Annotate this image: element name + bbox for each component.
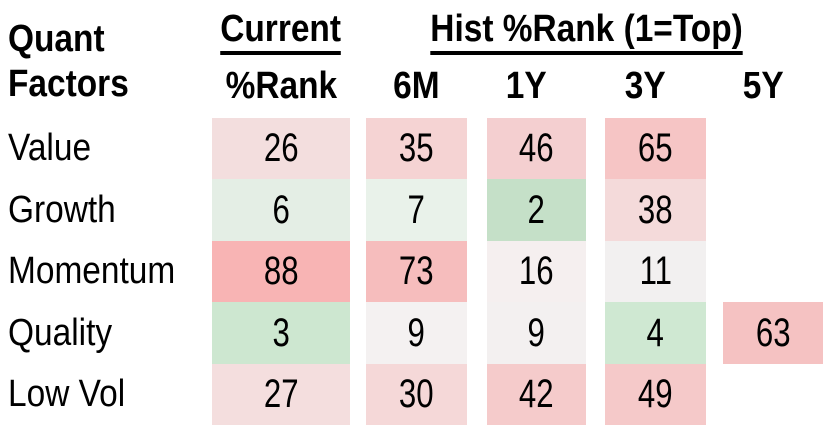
heatmap-cell: 3 [212,302,350,364]
cell-value-text: 38 [638,187,673,232]
heatmap-cell: 38 [605,179,706,241]
heatmap-cell: 7 [366,179,467,241]
col-header-percent-rank-text: %Rank [225,65,337,107]
row-label-value: Value [8,118,102,179]
col-header-5y: 5Y [713,65,813,108]
heatmap-cell: 46 [487,118,586,179]
heatmap-cell: 63 [723,302,823,364]
heatmap-cell: 42 [487,364,586,425]
cell-value-text: 7 [407,187,426,232]
cell-value-text: 3 [272,310,290,355]
row-label-value-text: Value [8,127,92,169]
cell-value-text: 6 [272,187,290,232]
cell-value-text: 16 [519,249,554,293]
cell-value-text: 65 [638,126,673,170]
heatmap-cell: 49 [605,364,706,425]
col-header-6m: 6M [366,65,467,108]
col-header-3y-text: 3Y [625,65,666,107]
cell-value-text: 9 [407,310,426,355]
row-label-quality-text: Quality [8,311,113,354]
heatmap-cell: 30 [366,364,467,425]
heatmap-cell: 73 [366,241,467,302]
row-label-growth: Growth [8,179,130,241]
heatmap-cell: 2 [487,179,586,241]
heatmap-cell: 88 [212,241,350,302]
heatmap-cell: 65 [605,118,706,179]
cell-value-text: 63 [755,310,791,355]
heatmap-cell: 6 [212,179,350,241]
col-header-percent-rank: %Rank [212,65,350,108]
table-title-text-2: Factors [8,63,129,105]
heatmap-cell: 4 [605,302,706,364]
cell-value-text: 27 [263,372,299,416]
cell-value-text: 73 [399,249,434,293]
cell-value-text: 11 [639,249,672,293]
heatmap-cell-empty [723,241,823,302]
col-group-hist-rank: Hist %Rank (1=Top) [363,8,810,56]
heatmap-cell: 9 [487,302,586,364]
cell-value-text: 88 [263,249,299,293]
cell-value-text: 2 [527,187,546,232]
heatmap-cell: 27 [212,364,350,425]
col-header-1y-text: 1Y [506,65,547,107]
heatmap-cell-empty [723,118,823,179]
row-label-momentum-text: Momentum [8,250,176,292]
table-title-text-1: Quant [8,18,105,60]
heatmap-cell: 11 [605,241,706,302]
col-header-5y-text: 5Y [742,65,784,107]
heatmap-cell: 35 [366,118,467,179]
row-label-growth-text: Growth [8,188,116,231]
cell-value-text: 46 [519,126,554,170]
cell-value-text: 9 [527,310,546,355]
heatmap-cell: 26 [212,118,350,179]
table-title-line-1: Quant [8,18,118,61]
row-label-lowvol-text: Low Vol [8,373,126,415]
cell-value-text: 42 [519,372,554,416]
heatmap-cell-empty [723,179,823,241]
col-group-current-text: Current [220,8,342,56]
col-group-current: Current [212,8,350,56]
heatmap-cell: 16 [487,241,586,302]
heatmap-cell-empty [723,364,823,425]
row-label-quality: Quality [8,302,126,364]
col-group-hist-rank-text: Hist %Rank (1=Top) [430,8,743,56]
cell-value-text: 4 [646,310,665,355]
cell-value-text: 49 [638,372,673,416]
col-header-3y: 3Y [595,65,696,108]
table-title-line-2: Factors [8,63,145,106]
cell-value-text: 26 [263,126,299,170]
cell-value-text: 30 [399,372,434,416]
col-header-6m-text: 6M [393,65,440,107]
heatmap-cell: 9 [366,302,467,364]
row-label-lowvol: Low Vol [8,364,141,425]
cell-value-text: 35 [399,126,434,170]
col-header-1y: 1Y [477,65,576,108]
row-label-momentum: Momentum [8,241,198,302]
